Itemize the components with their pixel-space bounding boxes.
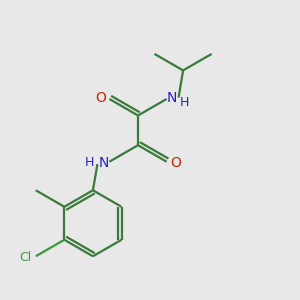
Text: H: H	[85, 156, 94, 169]
Text: O: O	[96, 91, 106, 104]
Text: Cl: Cl	[20, 251, 32, 264]
Text: H: H	[180, 95, 189, 109]
Text: O: O	[170, 156, 181, 170]
Text: N: N	[167, 91, 177, 105]
Text: N: N	[98, 156, 109, 170]
